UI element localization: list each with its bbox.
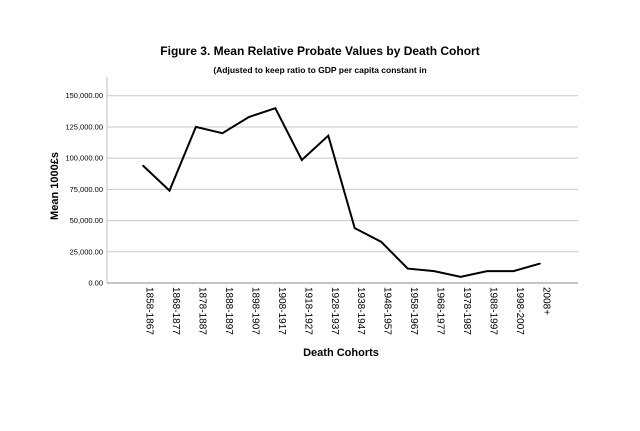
x-tick-label: 1898-1907 [249, 287, 260, 335]
data-point [459, 275, 462, 278]
x-tick-label: 1868-1877 [170, 287, 181, 335]
x-tick-label: 1918-1927 [302, 287, 313, 335]
x-tick-label: 1928-1937 [329, 287, 340, 335]
x-tick-label: 1908-1917 [276, 287, 287, 335]
data-point [380, 241, 383, 243]
data-point [327, 134, 330, 137]
data-point [486, 270, 488, 272]
x-tick-label: 1948-1957 [382, 287, 393, 335]
axes [106, 77, 578, 284]
y-tick-label: 125,000.00 [65, 122, 103, 131]
x-tick-label: 1968-1977 [435, 287, 446, 335]
data-point [274, 107, 277, 110]
data-point [142, 164, 144, 167]
chart-subtitle: (Adjusted to keep ratio to GDP per capit… [213, 65, 427, 75]
x-tick-label: 1878-1887 [196, 287, 207, 335]
y-tick-label: 50,000.00 [70, 216, 103, 225]
x-tick-label: 1858-1867 [144, 287, 155, 335]
y-axis-title: Mean 1000£s [49, 152, 61, 220]
data-point [433, 270, 435, 272]
x-tick-label: 1998-2007 [514, 287, 525, 335]
data-point [195, 126, 197, 128]
series-line-path [142, 106, 541, 278]
data-point [221, 132, 224, 134]
data-point [539, 262, 541, 265]
x-axis-title: Death Cohorts [303, 347, 379, 359]
x-tick-label: 1888-1897 [223, 287, 234, 335]
y-tick-label: 100,000.00 [65, 154, 103, 163]
gridlines [107, 95, 578, 253]
x-tick-label: 1938-1947 [355, 287, 366, 335]
x-tick-label: 1988-1997 [488, 287, 499, 335]
data-point [168, 189, 171, 192]
chart-title: Figure 3. Mean Relative Probate Values b… [160, 44, 480, 58]
x-tick-label: 2008+ [541, 287, 552, 315]
x-tick-label: 1978-1987 [461, 287, 472, 335]
data-point [248, 116, 250, 118]
data-point [353, 227, 356, 229]
data-point [301, 159, 303, 161]
y-tick-label: 150,000.00 [65, 91, 103, 100]
y-tick-label: 0.00 [88, 279, 103, 288]
x-tick-labels: 1858-1867 1868-1877 1878-1887 1888-1897 1898… [144, 287, 552, 335]
x-tick-label: 1958-1967 [408, 287, 419, 335]
y-tick-label: 25,000.00 [70, 247, 103, 256]
y-tick-label: 75,000.00 [70, 185, 103, 194]
series-line [142, 106, 541, 278]
data-point [406, 267, 409, 270]
data-point [512, 270, 515, 272]
y-tick-labels: 0.00 25,000.00 50,000.00 75,000.00 100,000.0… [65, 91, 103, 287]
